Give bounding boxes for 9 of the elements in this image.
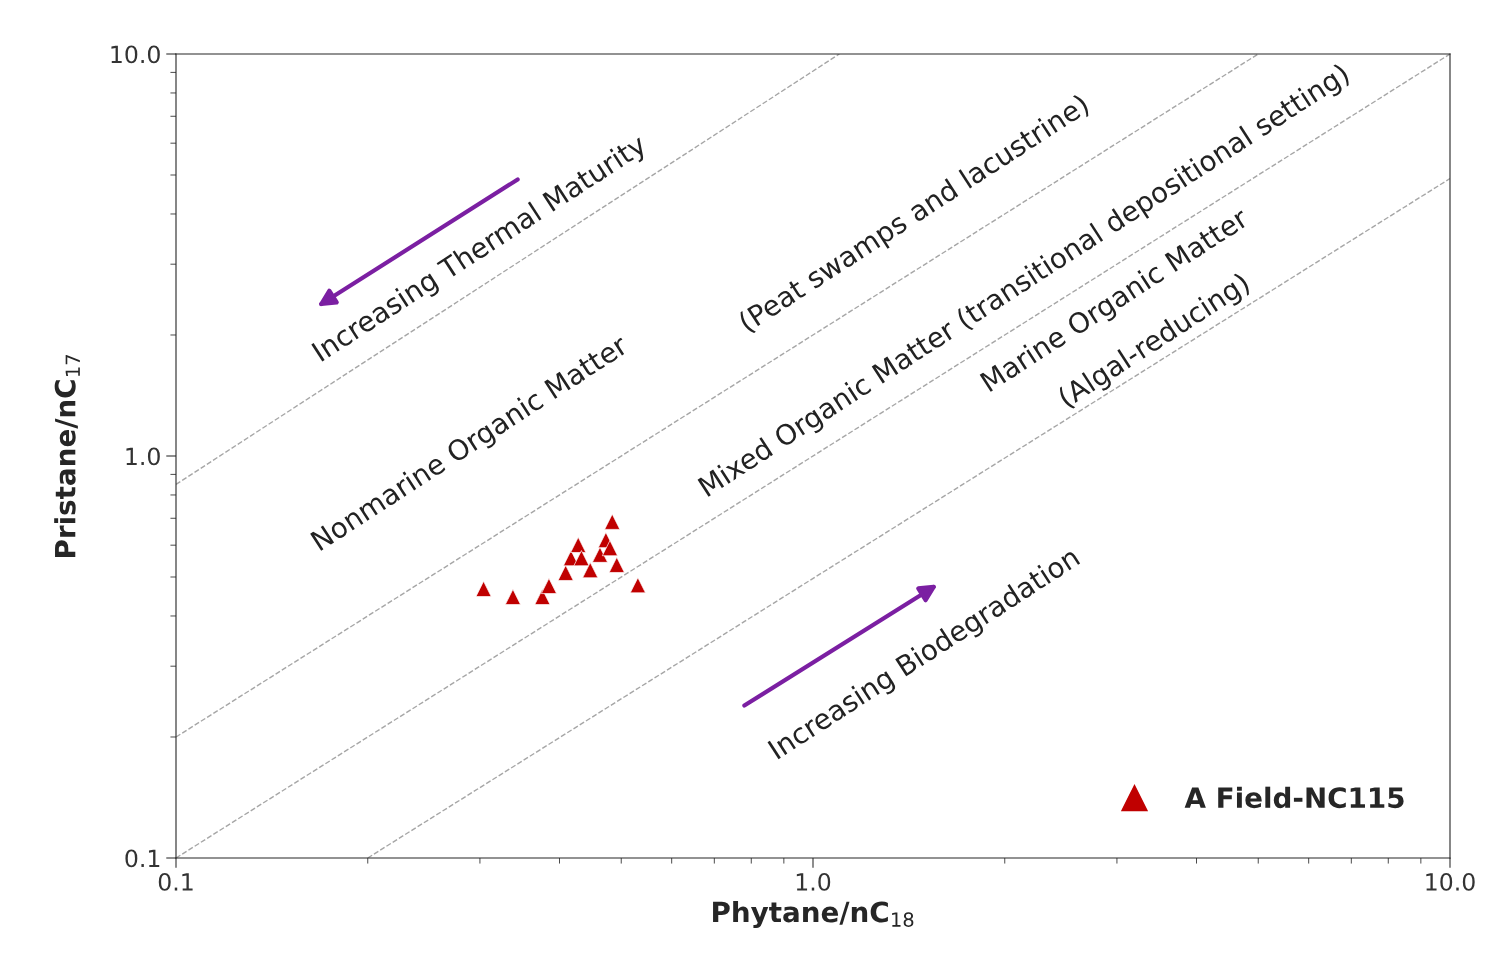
x-axis-title: Phytane/nC$_{18}$ — [713, 900, 914, 929]
x-tick-label: 0.1 — [158, 873, 193, 891]
y-tick-label: 0.1 — [125, 849, 160, 868]
y-tick-label: 1.0 — [126, 447, 160, 466]
x-tick-label: 10.0 — [1426, 873, 1475, 891]
legend-label: A Field-NC115 — [1184, 786, 1404, 809]
y-tick-label: 10.0 — [111, 45, 160, 64]
x-tick-label: 1.0 — [796, 873, 831, 891]
y-axis-title: Pristane/nC$_{17}$ — [54, 355, 80, 557]
